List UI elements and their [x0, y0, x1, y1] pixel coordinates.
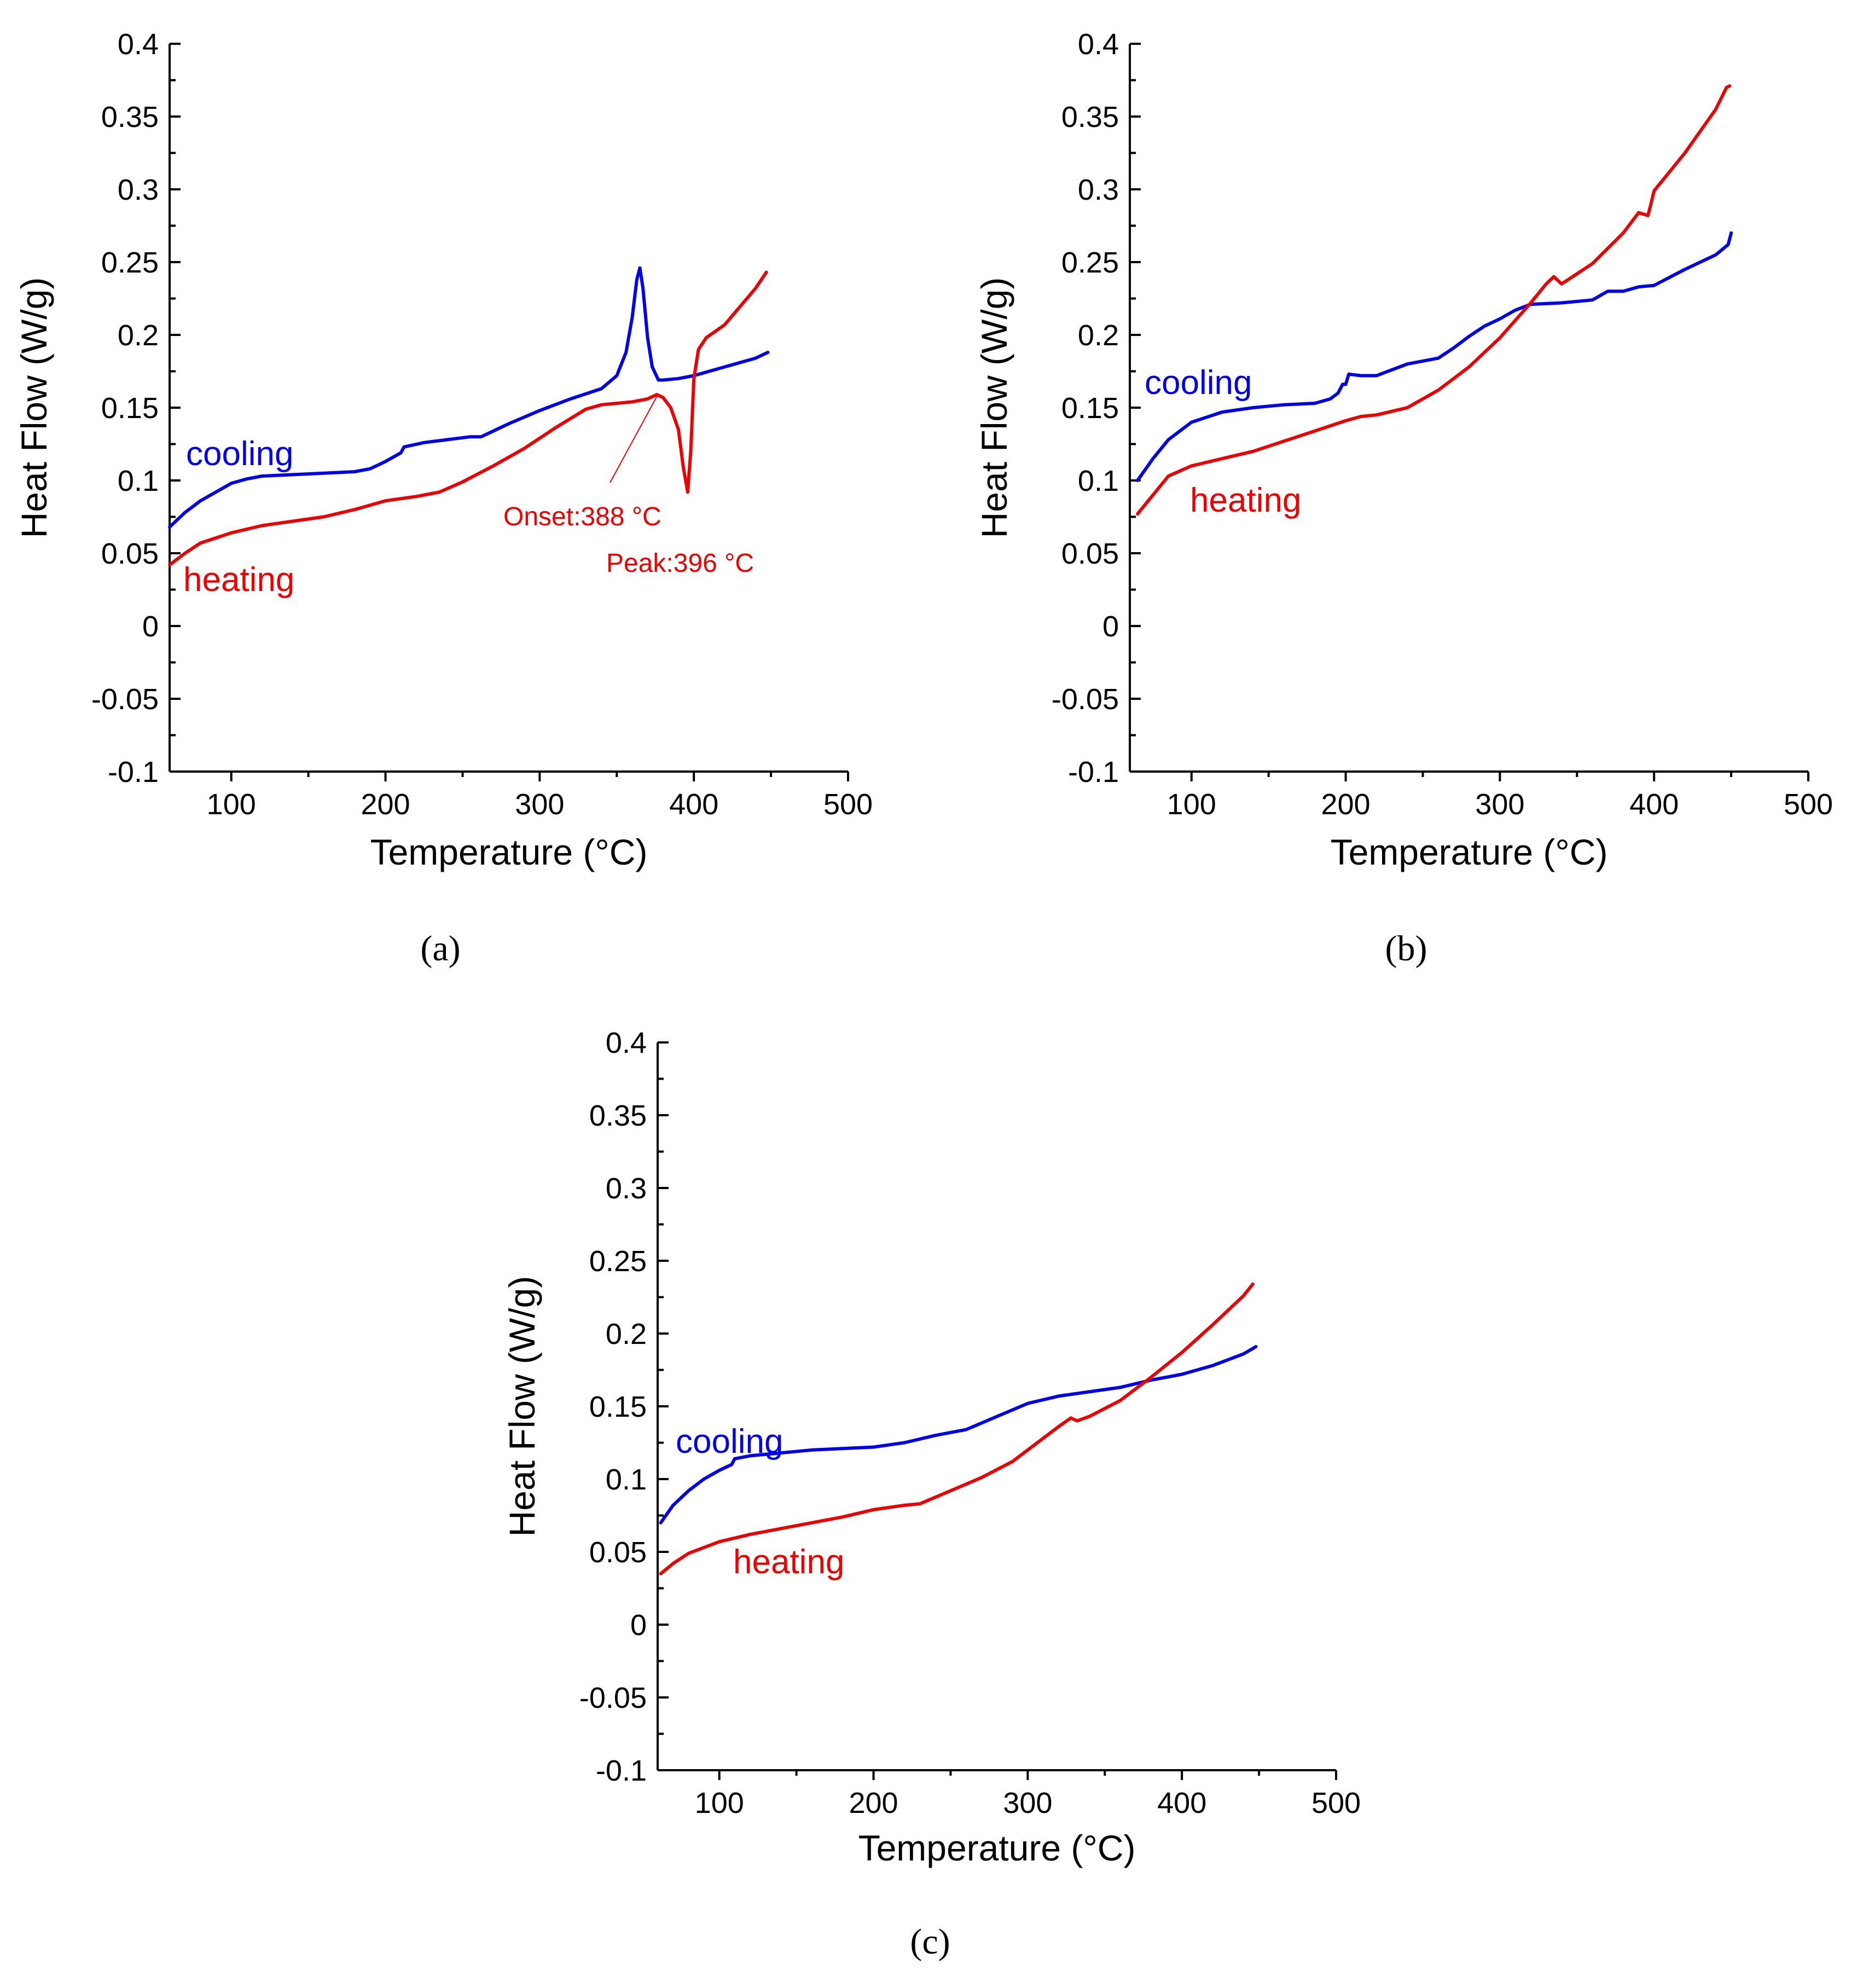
y-tick-label-c: 0	[630, 1609, 647, 1642]
y-tick-label-b: -0.1	[1068, 756, 1119, 789]
y-axis-title-a: Heat Flow (W/g)	[14, 277, 54, 538]
panel-label-a: (a)	[420, 929, 460, 969]
annotation-peak: Peak:396 °C	[606, 549, 754, 578]
x-tick-label-b: 300	[1475, 788, 1524, 821]
y-tick-label-a: 0.15	[101, 392, 159, 425]
heating-label-c: heating	[733, 1543, 844, 1581]
y-tick-label-a: 0.3	[118, 173, 159, 206]
y-tick-label-b: 0.15	[1061, 392, 1119, 425]
panel-label-c: (c)	[910, 1922, 950, 1962]
x-tick-label-c: 400	[1157, 1787, 1206, 1819]
heating-label-a: heating	[183, 561, 294, 599]
cooling-label-b: cooling	[1145, 364, 1252, 402]
heating-curve-c	[659, 1282, 1255, 1575]
x-tick-label-b: 500	[1784, 788, 1833, 821]
x-axis-title-a: Temperature (°C)	[370, 832, 648, 872]
y-tick-label-a: 0.25	[101, 246, 159, 279]
y-tick-label-c: 0.2	[606, 1318, 647, 1351]
y-tick-label-a: 0.35	[101, 101, 159, 134]
chart-panel-c: -0.1 -0.05 0 0.05 0.1 0.15 0.2 0.25 0.3 0.35 0.4 10…	[502, 1027, 1361, 1962]
heating-curve-a	[168, 270, 768, 567]
chart-panel-a: Onset:388 °C Peak:396 °C -0.1 -0.05 0 0.05 0…	[14, 28, 873, 969]
y-axis-title-b: Heat Flow (W/g)	[974, 277, 1014, 538]
y-tick-label-c: -0.1	[596, 1754, 647, 1787]
panel-label-b: (b)	[1385, 929, 1427, 969]
y-tick-label-a: 0.1	[118, 465, 159, 497]
y-tick-label-c: 0.05	[589, 1536, 647, 1569]
y-tick-label-c: 0.1	[606, 1463, 647, 1496]
x-tick-label-b: 200	[1321, 788, 1370, 821]
y-tick-label-c: 0.4	[606, 1027, 647, 1059]
y-tick-label-b: 0.3	[1078, 173, 1119, 206]
x-tick-label-a: 100	[207, 788, 256, 821]
y-tick-label-c: 0.25	[589, 1245, 647, 1278]
annotation-onset: Onset:388 °C	[503, 502, 661, 531]
y-tick-label-b: -0.05	[1052, 683, 1119, 716]
y-tick-label-c: 0.35	[589, 1099, 647, 1132]
x-tick-label-b: 100	[1167, 788, 1216, 821]
y-tick-label-b: 0	[1102, 610, 1119, 643]
x-tick-label-b: 400	[1629, 788, 1679, 821]
x-axis-title-c: Temperature (°C)	[858, 1828, 1136, 1868]
y-tick-label-b: 0.05	[1061, 537, 1119, 570]
heating-label-b: heating	[1190, 482, 1301, 519]
y-tick-label-a: 0	[142, 610, 159, 643]
cooling-label-c: cooling	[676, 1423, 783, 1460]
x-tick-label-c: 100	[695, 1787, 744, 1819]
y-tick-label-c: 0.3	[606, 1172, 647, 1205]
x-tick-label-c: 200	[849, 1787, 898, 1819]
x-tick-label-a: 300	[515, 788, 564, 821]
y-tick-label-a: 0.4	[118, 28, 159, 61]
cooling-curve-c	[659, 1344, 1258, 1525]
y-tick-label-a: 0.05	[101, 537, 159, 570]
cooling-curve-b	[1136, 231, 1733, 482]
chart-panel-b: -0.1 -0.05 0 0.05 0.1 0.15 0.2 0.25 0.3 0.35 0.4 10…	[974, 28, 1833, 969]
x-axis-title-b: Temperature (°C)	[1331, 832, 1608, 872]
y-tick-label-b: 0.2	[1078, 319, 1119, 352]
x-tick-label-a: 400	[669, 788, 718, 821]
y-tick-label-a: -0.05	[91, 683, 159, 716]
y-tick-label-b: 0.1	[1078, 465, 1119, 497]
x-tick-label-c: 500	[1311, 1787, 1361, 1819]
cooling-label-a: cooling	[186, 435, 293, 473]
y-tick-label-b: 0.25	[1061, 246, 1119, 279]
cooling-curve-a	[168, 266, 770, 529]
x-tick-label-c: 300	[1003, 1787, 1052, 1819]
y-tick-label-c: -0.05	[579, 1682, 647, 1714]
onset-leader-line	[610, 393, 659, 483]
heating-curve-b	[1136, 84, 1732, 516]
x-tick-label-a: 500	[823, 788, 873, 821]
y-tick-label-a: 0.2	[118, 319, 159, 352]
y-axis-title-c: Heat Flow (W/g)	[502, 1276, 542, 1537]
y-tick-label-c: 0.15	[589, 1390, 647, 1423]
x-tick-label-a: 200	[361, 788, 410, 821]
y-tick-label-b: 0.4	[1078, 28, 1119, 61]
y-tick-label-b: 0.35	[1061, 101, 1119, 134]
y-tick-label-a: -0.1	[108, 756, 159, 789]
